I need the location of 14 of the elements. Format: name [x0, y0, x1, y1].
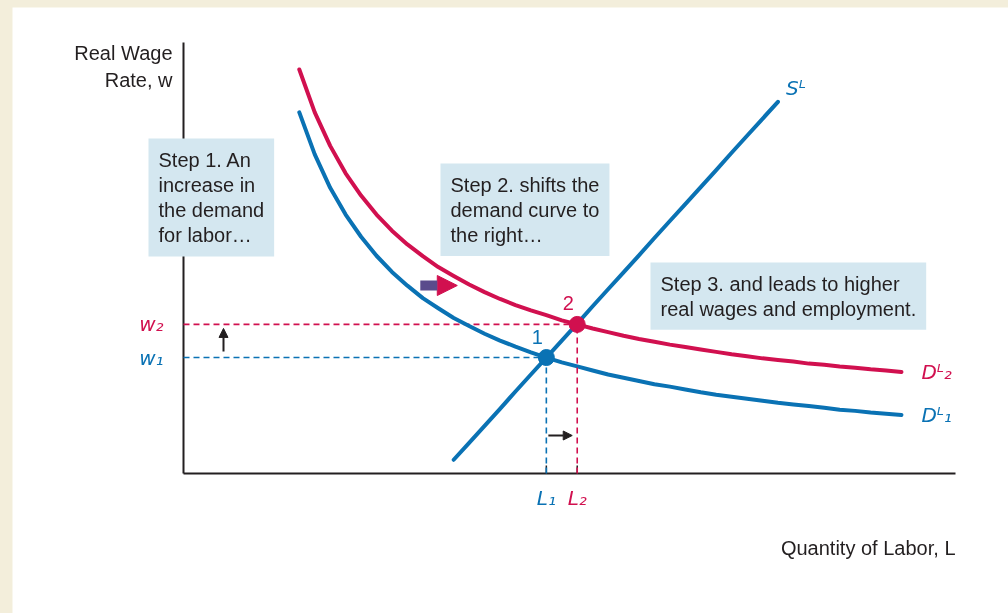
- series-label: Dᴸ₁: [921, 402, 952, 427]
- y-axis-title: Real Wage Rate, w: [74, 41, 174, 91]
- x-tick-label: L₁: [536, 485, 556, 510]
- x-tick-label: L₂: [567, 485, 587, 510]
- series-label: Dᴸ₂: [921, 360, 952, 385]
- x-axis-title: Quantity of Labor, L: [780, 536, 956, 559]
- series-label: Sᴸ: [785, 75, 806, 100]
- ref-line-label: w₁: [139, 345, 164, 370]
- annotation: Step 3. and leads to higher real wages and employment.: [660, 272, 917, 320]
- annotation: 2: [562, 292, 574, 315]
- annotation: 1: [531, 325, 543, 348]
- annotation: Step 2. shifts the demand curve to the right…: [450, 173, 600, 247]
- annotation: Step 1. An increase in the demand for labor…: [158, 148, 265, 247]
- ref-line-label: w₂: [139, 312, 164, 337]
